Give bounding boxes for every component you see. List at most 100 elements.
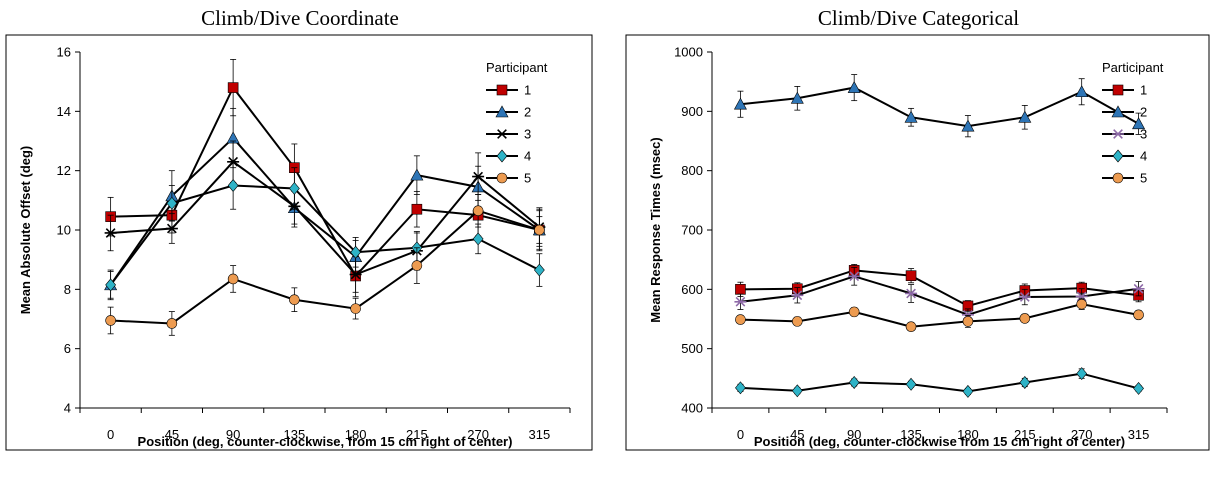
x-tick-label: 315 <box>1128 427 1150 442</box>
x-axis-title: Position (deg, counter-clockwise, from 1… <box>138 434 513 449</box>
legend-label: 2 <box>524 105 531 120</box>
series-3 <box>734 266 1145 322</box>
legend-marker <box>1112 84 1124 96</box>
data-point <box>227 82 239 93</box>
data-point <box>1133 309 1144 321</box>
data-point <box>961 119 975 132</box>
data-point <box>905 321 917 333</box>
legend-label: 1 <box>524 83 531 98</box>
x-tick-label: 270 <box>1071 427 1093 442</box>
data-point <box>791 384 803 398</box>
data-point <box>905 288 918 299</box>
data-point <box>410 168 424 181</box>
legend-label: 2 <box>1140 105 1147 120</box>
x-tick-label: 215 <box>1014 427 1036 442</box>
legend-label: 3 <box>524 127 531 142</box>
y-tick-label: 4 <box>64 401 71 416</box>
data-point <box>105 315 116 326</box>
legend-label: 4 <box>1140 149 1147 164</box>
chart-panel-coordinate: Climb/Dive Coordinate 4 6 8 10 12 14 16 0 45 90 13… <box>0 0 600 489</box>
data-point <box>534 224 545 236</box>
data-point <box>848 306 860 318</box>
data-point <box>1018 292 1031 302</box>
data-point <box>904 110 918 123</box>
legend-marker <box>496 84 508 96</box>
data-point <box>1076 367 1088 381</box>
x-tick-label: 0 <box>107 427 114 442</box>
x-tick-label: 270 <box>467 427 489 442</box>
y-tick-label: 600 <box>681 282 703 297</box>
y-tick-label: 800 <box>681 163 703 178</box>
data-point <box>472 171 485 182</box>
chart-frame <box>625 34 1210 451</box>
data-point <box>905 377 917 391</box>
data-point <box>735 381 746 395</box>
y-tick-label: 400 <box>681 401 703 416</box>
legend-label: 5 <box>1140 171 1147 186</box>
y-tick-label: 16 <box>57 45 71 60</box>
x-tick-label: 45 <box>790 427 804 442</box>
series-line <box>110 160 541 276</box>
legend-marker <box>1112 129 1124 139</box>
series-5 <box>735 298 1144 333</box>
data-point <box>848 376 860 389</box>
x-tick-label: 180 <box>957 427 979 442</box>
legend-label: 4 <box>524 149 531 164</box>
chart-panel-categorical: Climb/Dive Categorical 400 500 600 700 800 90… <box>622 0 1215 489</box>
x-tick-label: 90 <box>226 427 240 442</box>
series-line <box>740 275 1139 316</box>
data-point <box>1019 313 1031 324</box>
y-tick-label: 14 <box>57 104 71 119</box>
data-point <box>1075 85 1089 98</box>
legend-marker <box>1111 105 1125 118</box>
legend-marker <box>496 149 508 163</box>
data-point <box>1018 110 1032 123</box>
y-tick-label: 6 <box>64 341 71 356</box>
data-point <box>227 273 239 285</box>
x-tick-label: 90 <box>847 427 861 442</box>
series-2 <box>733 74 1146 138</box>
x-tick-label: 135 <box>900 427 922 442</box>
data-point <box>350 245 362 259</box>
data-point <box>227 179 239 192</box>
y-tick-label: 500 <box>681 341 703 356</box>
data-point <box>962 384 974 398</box>
data-point <box>1076 298 1087 310</box>
data-point <box>104 228 117 238</box>
data-point <box>472 232 484 246</box>
data-point <box>905 270 917 281</box>
y-tick-label: 8 <box>64 282 71 297</box>
legend-title: Participant <box>1102 60 1164 75</box>
data-point <box>791 290 804 301</box>
data-point <box>735 284 746 295</box>
data-point <box>735 314 746 325</box>
legend-title: Participant <box>486 60 548 75</box>
y-axis-title: Mean Absolute Offset (deg) <box>18 146 33 315</box>
series-line <box>740 86 1140 128</box>
y-tick-label: 10 <box>57 223 71 238</box>
x-tick-label: 215 <box>406 427 428 442</box>
data-point <box>165 223 178 234</box>
series-4 <box>105 161 545 299</box>
data-point <box>166 318 178 329</box>
chart-frame <box>5 34 593 451</box>
data-point <box>289 294 300 306</box>
data-point <box>411 260 423 271</box>
data-point <box>733 97 747 110</box>
data-point <box>792 316 803 327</box>
data-point <box>1075 291 1088 302</box>
series-line <box>740 303 1139 328</box>
data-point <box>349 269 362 280</box>
legend-marker <box>496 129 508 139</box>
data-point <box>1019 376 1031 389</box>
x-tick-label: 315 <box>529 427 551 442</box>
series-5 <box>105 193 545 336</box>
data-point <box>105 278 117 292</box>
data-point <box>411 203 423 215</box>
series-line <box>110 209 540 325</box>
data-point <box>962 316 974 327</box>
legend-label: 3 <box>1140 127 1147 142</box>
y-tick-label: 700 <box>681 223 703 238</box>
y-axis-title: Mean Response Times (msec) <box>648 137 663 322</box>
